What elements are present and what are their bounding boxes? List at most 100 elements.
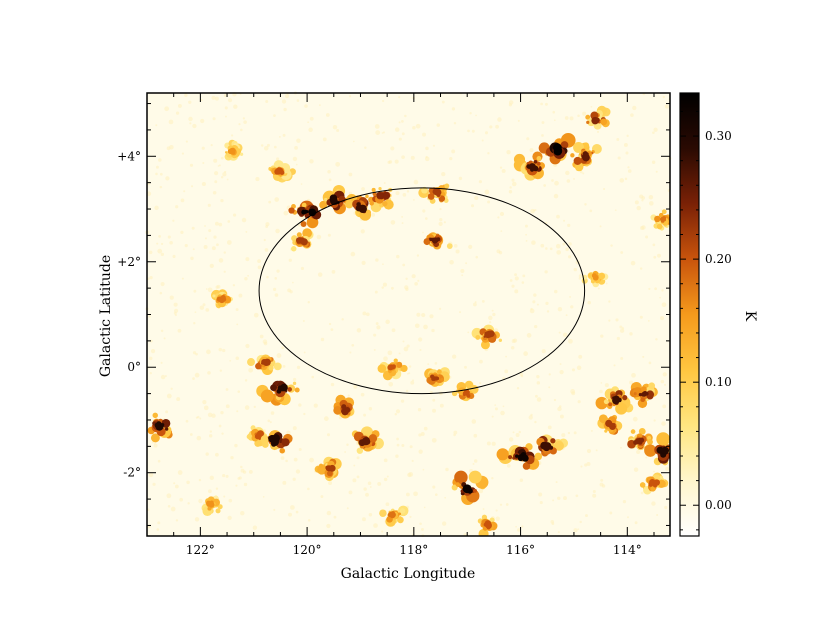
noise-speck bbox=[532, 300, 536, 304]
noise-speck bbox=[506, 150, 511, 155]
clump-halo bbox=[356, 447, 364, 454]
noise-speck bbox=[491, 415, 494, 418]
noise-speck bbox=[265, 225, 269, 228]
noise-speck bbox=[294, 146, 298, 150]
noise-speck bbox=[453, 430, 458, 435]
noise-speck bbox=[599, 225, 602, 228]
noise-speck bbox=[432, 485, 436, 489]
noise-speck bbox=[276, 269, 280, 273]
noise-speck bbox=[188, 100, 192, 104]
noise-speck bbox=[224, 106, 228, 110]
clump-halo bbox=[254, 439, 262, 447]
noise-speck bbox=[626, 134, 629, 137]
noise-speck bbox=[326, 523, 331, 529]
noise-speck bbox=[405, 287, 409, 291]
emission-clump bbox=[351, 426, 384, 454]
noise-speck bbox=[292, 156, 298, 162]
noise-speck bbox=[459, 311, 462, 314]
noise-speck bbox=[220, 156, 224, 160]
noise-speck bbox=[237, 390, 241, 393]
noise-speck bbox=[546, 310, 550, 313]
noise-speck bbox=[408, 365, 412, 368]
colorbar-title: K bbox=[742, 311, 758, 322]
clump-halo bbox=[468, 470, 482, 484]
noise-speck bbox=[391, 328, 396, 333]
noise-speck bbox=[554, 180, 559, 186]
noise-speck bbox=[187, 502, 190, 505]
noise-speck bbox=[662, 95, 666, 99]
noise-speck bbox=[375, 322, 379, 325]
noise-speck bbox=[416, 312, 421, 317]
clump-halo bbox=[296, 232, 302, 238]
noise-speck bbox=[214, 96, 219, 101]
noise-speck bbox=[555, 481, 558, 484]
noise-speck bbox=[326, 433, 330, 437]
noise-speck bbox=[517, 528, 521, 532]
noise-speck bbox=[230, 455, 234, 460]
noise-speck bbox=[248, 367, 254, 373]
noise-speck bbox=[540, 102, 543, 106]
emission-clump bbox=[629, 382, 658, 409]
noise-speck bbox=[375, 130, 381, 136]
noise-speck bbox=[205, 308, 210, 312]
clump-halo bbox=[603, 399, 609, 405]
noise-speck bbox=[596, 130, 600, 133]
noise-speck bbox=[458, 176, 463, 181]
noise-speck bbox=[177, 470, 183, 475]
clump-core bbox=[610, 422, 615, 428]
noise-speck bbox=[465, 262, 468, 265]
clump-halo bbox=[639, 482, 646, 488]
noise-speck bbox=[557, 406, 562, 412]
noise-speck bbox=[549, 247, 553, 251]
noise-speck bbox=[173, 311, 177, 315]
noise-speck bbox=[284, 94, 290, 99]
noise-speck bbox=[165, 176, 170, 181]
noise-speck bbox=[396, 437, 399, 441]
noise-speck bbox=[203, 245, 208, 249]
noise-speck bbox=[205, 288, 208, 290]
noise-speck bbox=[232, 213, 237, 217]
noise-speck bbox=[504, 369, 509, 374]
noise-speck bbox=[495, 516, 500, 521]
noise-speck bbox=[157, 248, 163, 254]
noise-speck bbox=[522, 274, 526, 278]
noise-speck bbox=[268, 200, 272, 204]
noise-speck bbox=[548, 373, 551, 376]
noise-speck bbox=[235, 356, 240, 360]
clump-core bbox=[464, 485, 469, 489]
clump-body bbox=[207, 506, 212, 511]
emission-clump bbox=[377, 358, 408, 381]
noise-speck bbox=[214, 221, 219, 226]
clump-core bbox=[362, 437, 368, 443]
clump-core bbox=[613, 396, 616, 399]
noise-speck bbox=[172, 219, 175, 222]
clump-core bbox=[583, 155, 589, 161]
emission-clump bbox=[627, 427, 653, 451]
noise-speck bbox=[420, 431, 425, 436]
noise-speck bbox=[422, 132, 427, 137]
y-tick-label: +4° bbox=[117, 149, 141, 163]
noise-speck bbox=[347, 394, 350, 397]
noise-speck bbox=[415, 123, 421, 129]
noise-speck bbox=[582, 172, 585, 175]
clump-halo bbox=[573, 141, 584, 153]
noise-speck bbox=[478, 488, 484, 494]
noise-speck bbox=[411, 459, 414, 463]
noise-speck bbox=[160, 361, 163, 364]
noise-speck bbox=[211, 246, 216, 251]
noise-speck bbox=[281, 346, 285, 350]
emission-clump bbox=[288, 200, 322, 229]
clump-halo bbox=[522, 462, 531, 470]
noise-speck bbox=[327, 233, 331, 237]
noise-speck bbox=[512, 431, 515, 434]
emission-clump bbox=[424, 367, 450, 387]
noise-speck bbox=[241, 217, 247, 223]
noise-speck bbox=[629, 380, 634, 385]
x-axis-title: Galactic Longitude bbox=[341, 566, 476, 582]
noise-speck bbox=[156, 528, 160, 531]
noise-speck bbox=[295, 469, 301, 474]
noise-speck bbox=[394, 412, 398, 416]
clump-halo bbox=[279, 447, 285, 454]
noise-speck bbox=[662, 404, 667, 409]
clump-core bbox=[431, 238, 438, 244]
